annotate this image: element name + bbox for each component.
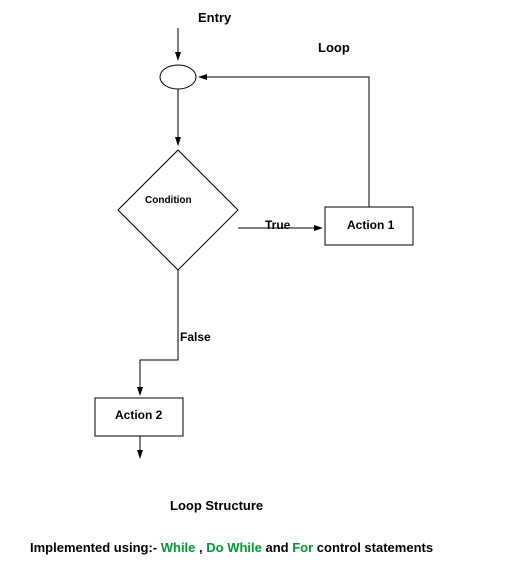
edge-false bbox=[140, 270, 178, 395]
label-condition: Condition bbox=[145, 195, 192, 206]
impl-kw3: For bbox=[292, 540, 313, 555]
caption-title: Loop Structure bbox=[170, 498, 263, 513]
impl-sep1: , bbox=[195, 540, 206, 555]
label-false: False bbox=[180, 330, 211, 344]
edge-loop-back bbox=[199, 77, 369, 207]
label-action2: Action 2 bbox=[115, 408, 162, 422]
connector-ellipse bbox=[160, 65, 196, 89]
label-action1: Action 1 bbox=[347, 218, 394, 232]
label-loop: Loop bbox=[318, 40, 350, 55]
flowchart-svg bbox=[0, 0, 517, 570]
impl-kw2: Do While bbox=[206, 540, 262, 555]
impl-sep2: and bbox=[262, 540, 292, 555]
label-entry: Entry bbox=[198, 10, 231, 25]
impl-prefix: Implemented using:- bbox=[30, 540, 161, 555]
condition-diamond bbox=[118, 150, 238, 270]
impl-kw1: While bbox=[161, 540, 196, 555]
caption-implemented: Implemented using:- While , Do While and… bbox=[30, 540, 433, 555]
impl-suffix: control statements bbox=[313, 540, 433, 555]
label-true: True bbox=[265, 218, 290, 232]
